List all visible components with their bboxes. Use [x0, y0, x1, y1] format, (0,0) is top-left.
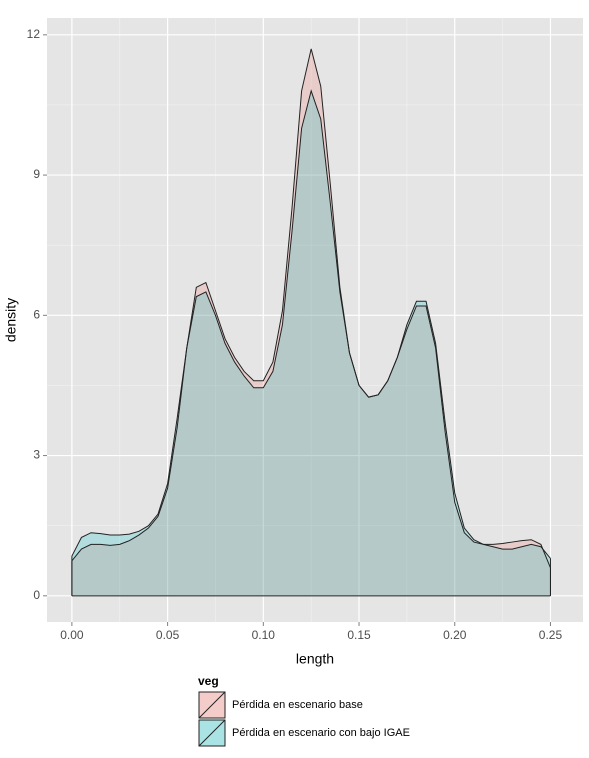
legend-title: veg: [198, 674, 219, 688]
legend-label: Pérdida en escenario base: [232, 699, 363, 711]
legend-key-line: [198, 719, 226, 747]
legend-key-line: [198, 691, 226, 719]
x-tick-label: 0.15: [347, 628, 371, 642]
density-line: [71, 48, 551, 568]
y-tick-label: 6: [33, 307, 40, 321]
y-tick-label: 0: [33, 588, 40, 602]
ticks: 0 3 6 9 12 0.00 0.05 0.10 0.15 0.20 0.25: [27, 27, 563, 642]
x-tick-label: 0.00: [60, 628, 84, 642]
panel: [47, 18, 583, 622]
area-fill: [71, 48, 551, 596]
y-axis-title: density: [3, 298, 19, 342]
x-tick-label: 0.20: [443, 628, 467, 642]
legend-label: Pérdida en escenario con bajo IGAE: [232, 727, 410, 739]
x-tick-label: 0.10: [252, 628, 276, 642]
y-tick-label: 9: [33, 167, 40, 181]
area-fill: [71, 90, 551, 596]
legend: Pérdida en escenario base Pérdida en esce…: [197, 690, 410, 748]
x-axis-title: length: [296, 651, 334, 667]
x-tick-label: 0.25: [539, 628, 563, 642]
y-tick-label: 12: [27, 27, 41, 41]
x-tick-label: 0.05: [156, 628, 180, 642]
y-tick-label: 3: [33, 448, 40, 462]
density-line: [71, 89, 551, 559]
areas: [71, 48, 551, 597]
